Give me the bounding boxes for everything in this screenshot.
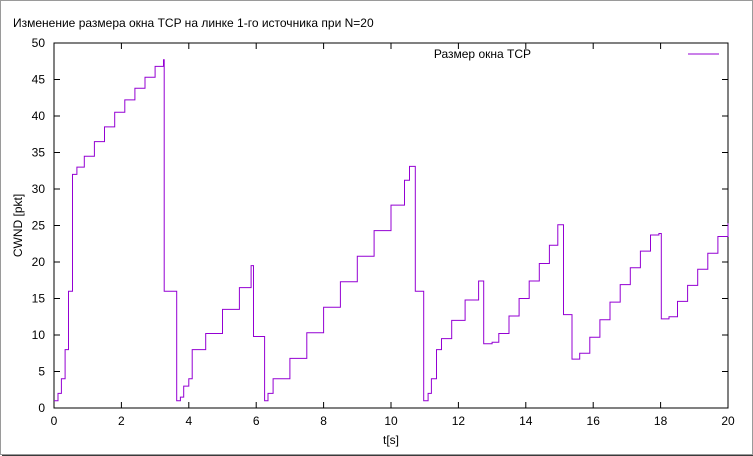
x-tick-label: 20 bbox=[721, 414, 735, 428]
y-tick-label: 35 bbox=[32, 146, 46, 160]
y-tick-label: 15 bbox=[32, 292, 46, 306]
x-tick-label: 14 bbox=[519, 414, 533, 428]
chart-title: Изменение размера окна TCP на линке 1-го… bbox=[13, 16, 374, 30]
axis-ticks bbox=[53, 42, 729, 409]
y-tick-label: 40 bbox=[32, 109, 46, 123]
y-tick-label: 20 bbox=[32, 255, 46, 269]
y-tick-label: 10 bbox=[32, 328, 46, 342]
legend-label: Размер окна TCP bbox=[434, 47, 531, 61]
x-tick-label: 0 bbox=[51, 414, 58, 428]
y-axis-label: CWND [pkt] bbox=[11, 194, 25, 257]
x-axis-label: t[s] bbox=[383, 433, 399, 447]
x-tick-label: 8 bbox=[320, 414, 327, 428]
x-tick-label: 16 bbox=[587, 414, 601, 428]
y-tick-label: 30 bbox=[32, 182, 46, 196]
y-tick-label: 5 bbox=[38, 365, 45, 379]
series-line-tcp-window bbox=[54, 59, 729, 402]
x-tick-label: 2 bbox=[118, 414, 125, 428]
y-tick-label: 25 bbox=[32, 219, 46, 233]
y-tick-label: 45 bbox=[32, 73, 46, 87]
x-tick-label: 12 bbox=[452, 414, 466, 428]
x-tick-labels: 0 2 4 6 8 10 12 14 16 18 20 bbox=[51, 414, 735, 428]
x-tick-label: 10 bbox=[384, 414, 398, 428]
y-tick-label: 50 bbox=[32, 36, 46, 50]
legend: Размер окна TCP bbox=[434, 47, 719, 61]
x-tick-label: 4 bbox=[185, 414, 192, 428]
y-tick-labels: 0 5 10 15 20 25 30 35 40 45 50 bbox=[32, 36, 46, 415]
y-tick-label: 0 bbox=[38, 401, 45, 415]
x-tick-label: 6 bbox=[253, 414, 260, 428]
x-tick-label: 18 bbox=[654, 414, 668, 428]
